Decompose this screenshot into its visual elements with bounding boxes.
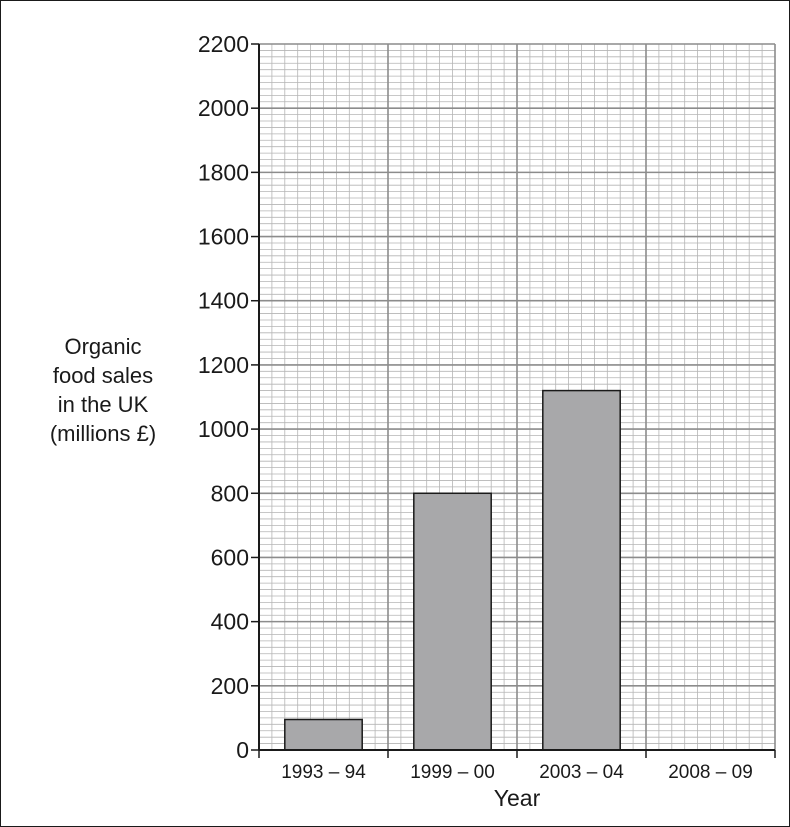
y-tick-label: 600 (211, 544, 249, 570)
y-tick-label: 800 (211, 480, 249, 506)
y-tick-label: 200 (211, 673, 249, 699)
x-tick-label: 2003 – 04 (539, 762, 624, 783)
y-tick-label: 1200 (198, 352, 249, 378)
x-tick-label: 1993 – 94 (281, 762, 366, 783)
y-tick-label: 1600 (198, 224, 249, 250)
y-tick-label: 1400 (198, 288, 249, 314)
y-axis-label-line: in the UK (57, 392, 149, 417)
y-axis-label-line: Organic (64, 334, 142, 359)
y-tick-label: 2200 (198, 31, 249, 57)
x-tick-label: 2008 – 09 (668, 762, 753, 783)
y-tick-label: 400 (211, 609, 249, 635)
y-tick-label: 1800 (198, 159, 249, 185)
y-tick-label: 2000 (198, 95, 249, 121)
x-axis-title: Year (494, 785, 541, 811)
y-axis-label-line: food sales (52, 363, 154, 388)
x-tick-label: 1999 – 00 (410, 762, 495, 783)
y-axis-label-line: (millions £) (49, 421, 157, 446)
bar (284, 718, 363, 751)
y-tick-label: 0 (236, 737, 249, 763)
y-axis-label: Organic food sales in the UK (millions £… (18, 332, 188, 448)
bar (542, 389, 621, 751)
bar (413, 492, 492, 751)
y-tick-label: 1000 (198, 416, 249, 442)
